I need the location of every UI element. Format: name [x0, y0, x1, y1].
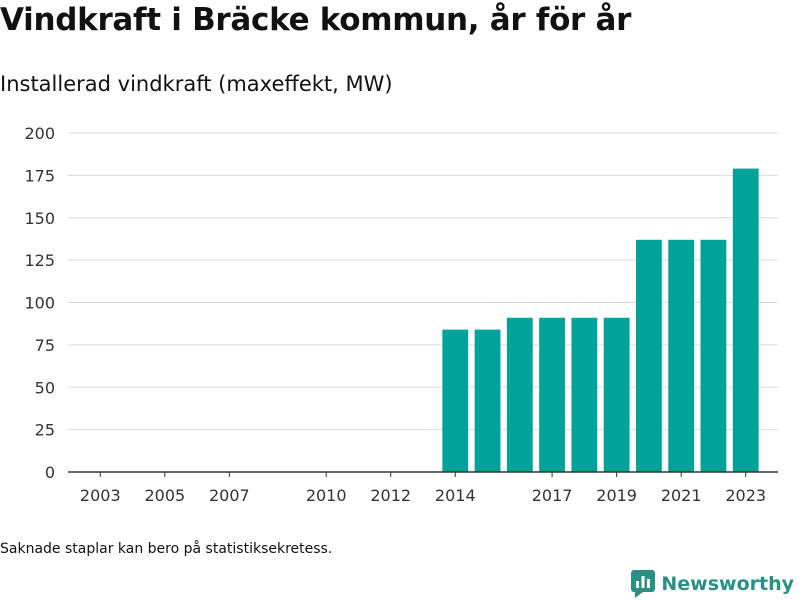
x-tick-label: 2014	[435, 486, 476, 505]
y-tick-label: 25	[35, 421, 55, 440]
x-tick-label: 2007	[209, 486, 250, 505]
x-tick-label: 2005	[144, 486, 185, 505]
bar	[539, 317, 565, 472]
y-tick-label: 75	[35, 336, 55, 355]
y-tick-label: 150	[24, 209, 55, 228]
y-tick-label: 50	[35, 378, 55, 397]
bar	[668, 239, 695, 472]
bar	[700, 239, 727, 472]
brand-label: Newsworthy	[661, 573, 794, 595]
bar	[506, 317, 533, 472]
bar	[474, 329, 501, 472]
x-tick-label: 2017	[532, 486, 573, 505]
y-tick-label: 175	[24, 166, 55, 185]
chart-subtitle: Installerad vindkraft (maxeffekt, MW)	[0, 72, 393, 96]
x-tick-label: 2021	[661, 486, 702, 505]
y-tick-label: 125	[24, 251, 55, 270]
x-tick-label: 2010	[306, 486, 347, 505]
brand: Newsworthy	[631, 570, 794, 598]
bar	[571, 317, 598, 472]
y-tick-label: 100	[24, 294, 55, 313]
x-tick-label: 2023	[725, 486, 766, 505]
bar	[603, 317, 630, 472]
y-tick-label: 0	[45, 463, 55, 482]
bar	[732, 168, 759, 472]
y-tick-label: 200	[24, 124, 55, 143]
x-tick-label: 2012	[370, 486, 411, 505]
footnote: Saknade staplar kan bero på statistiksek…	[0, 541, 333, 557]
x-tick-label: 2003	[80, 486, 121, 505]
bar	[442, 329, 469, 472]
bar-chart: 0 25 50 75 100 125 150 175 200 2003 2005 2007 2010 20…	[24, 124, 778, 505]
bar	[636, 239, 662, 472]
x-tick-label: 2019	[596, 486, 637, 505]
newsworthy-logo-icon	[631, 570, 656, 598]
chart-title: Vindkraft i Bräcke kommun, år för år	[0, 2, 632, 38]
